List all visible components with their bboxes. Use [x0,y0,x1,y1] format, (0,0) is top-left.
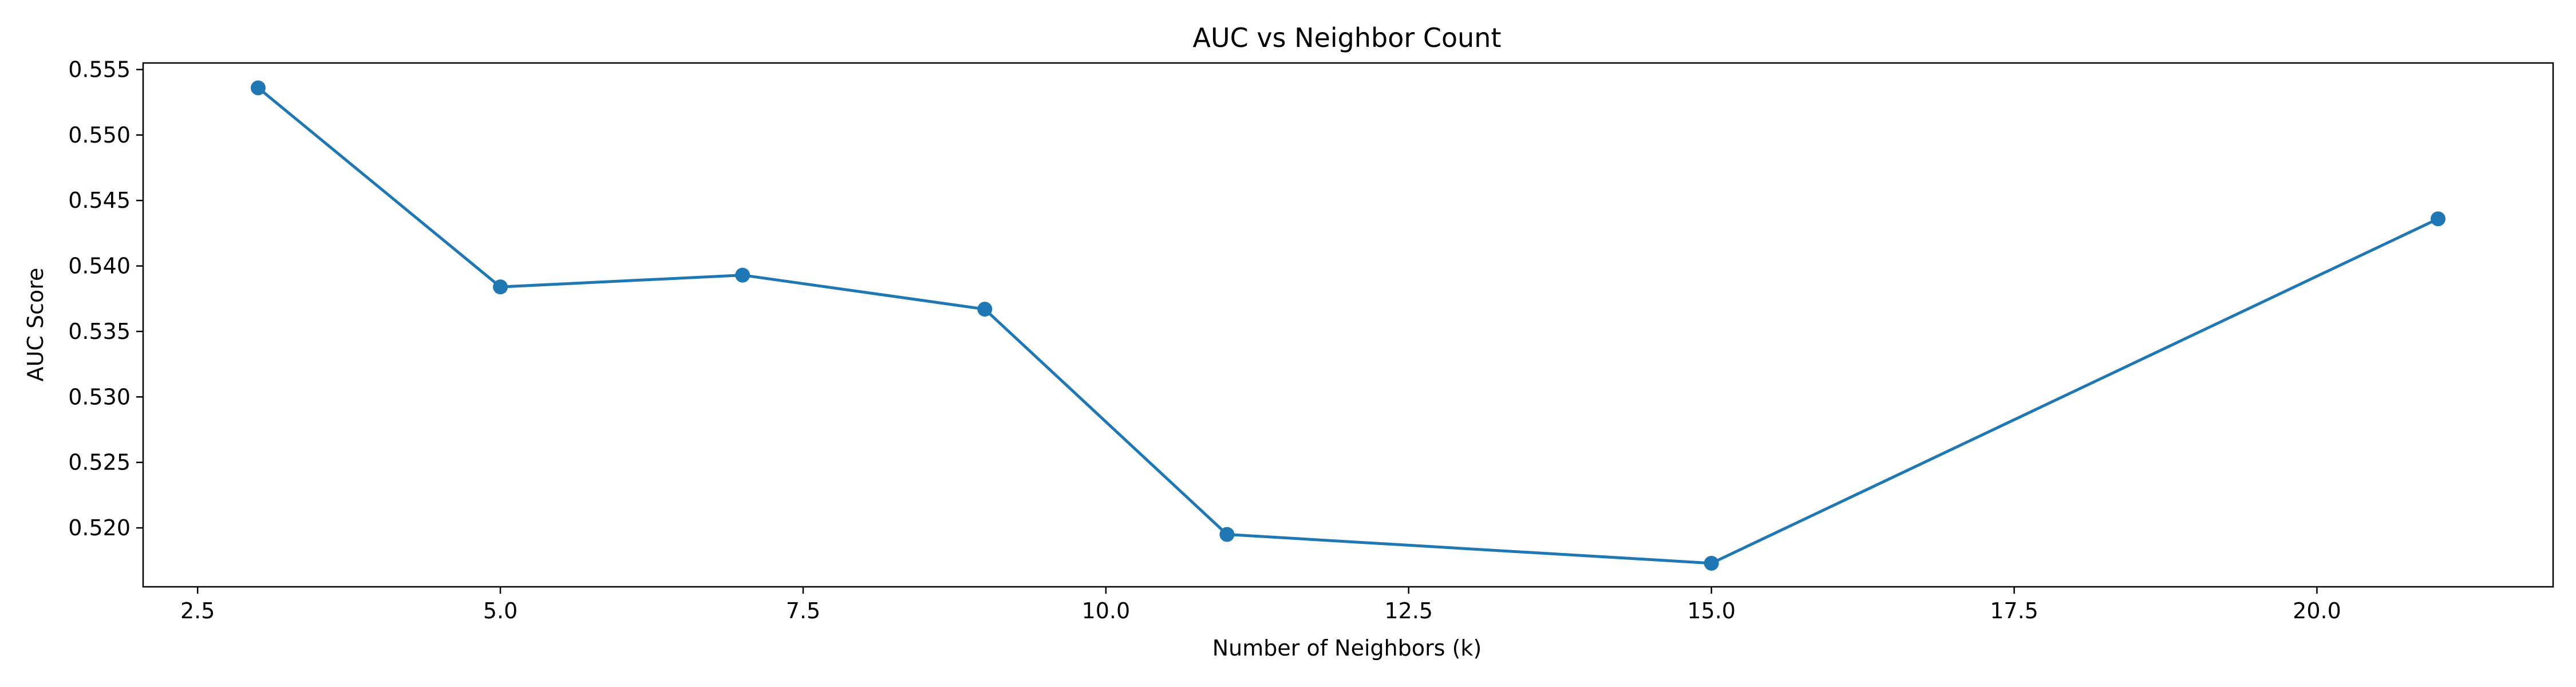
y-tick-label: 0.555 [68,57,131,82]
y-tick-label: 0.535 [68,319,131,344]
plot-frame [142,62,2554,588]
y-tick-label: 0.540 [68,254,131,279]
data-point [1704,555,1719,571]
x-axis-ticks: 2.5 5.0 7.5 10.0 12.5 15.0 17.5 20.0 [180,587,2341,623]
data-point [977,302,993,317]
y-tick-label: 0.550 [68,123,131,148]
chart-title: AUC vs Neighbor Count [1192,22,1501,53]
data-point [1219,527,1235,542]
y-tick-label: 0.530 [68,384,131,409]
data-point [735,267,750,283]
series-layer [250,80,2446,571]
x-tick-label: 15.0 [1687,598,1736,623]
x-axis-label: Number of Neighbors (k) [1212,635,1482,661]
data-point [250,80,266,96]
y-tick-label: 0.525 [68,450,131,475]
x-tick-label: 7.5 [786,598,820,623]
x-tick-label: 12.5 [1384,598,1433,623]
x-tick-label: 20.0 [2293,598,2341,623]
data-point [2431,211,2446,227]
y-tick-label: 0.545 [68,188,131,213]
y-tick-label: 0.520 [68,515,131,540]
x-tick-label: 17.5 [1990,598,2038,623]
y-axis-label: AUC Score [23,268,48,382]
x-tick-label: 2.5 [180,598,215,623]
y-axis-ticks: 0.520 0.525 0.530 0.535 0.540 0.545 0.550 0.555 [68,57,143,540]
x-tick-label: 10.0 [1082,598,1131,623]
data-point [493,279,508,295]
x-tick-label: 5.0 [483,598,517,623]
